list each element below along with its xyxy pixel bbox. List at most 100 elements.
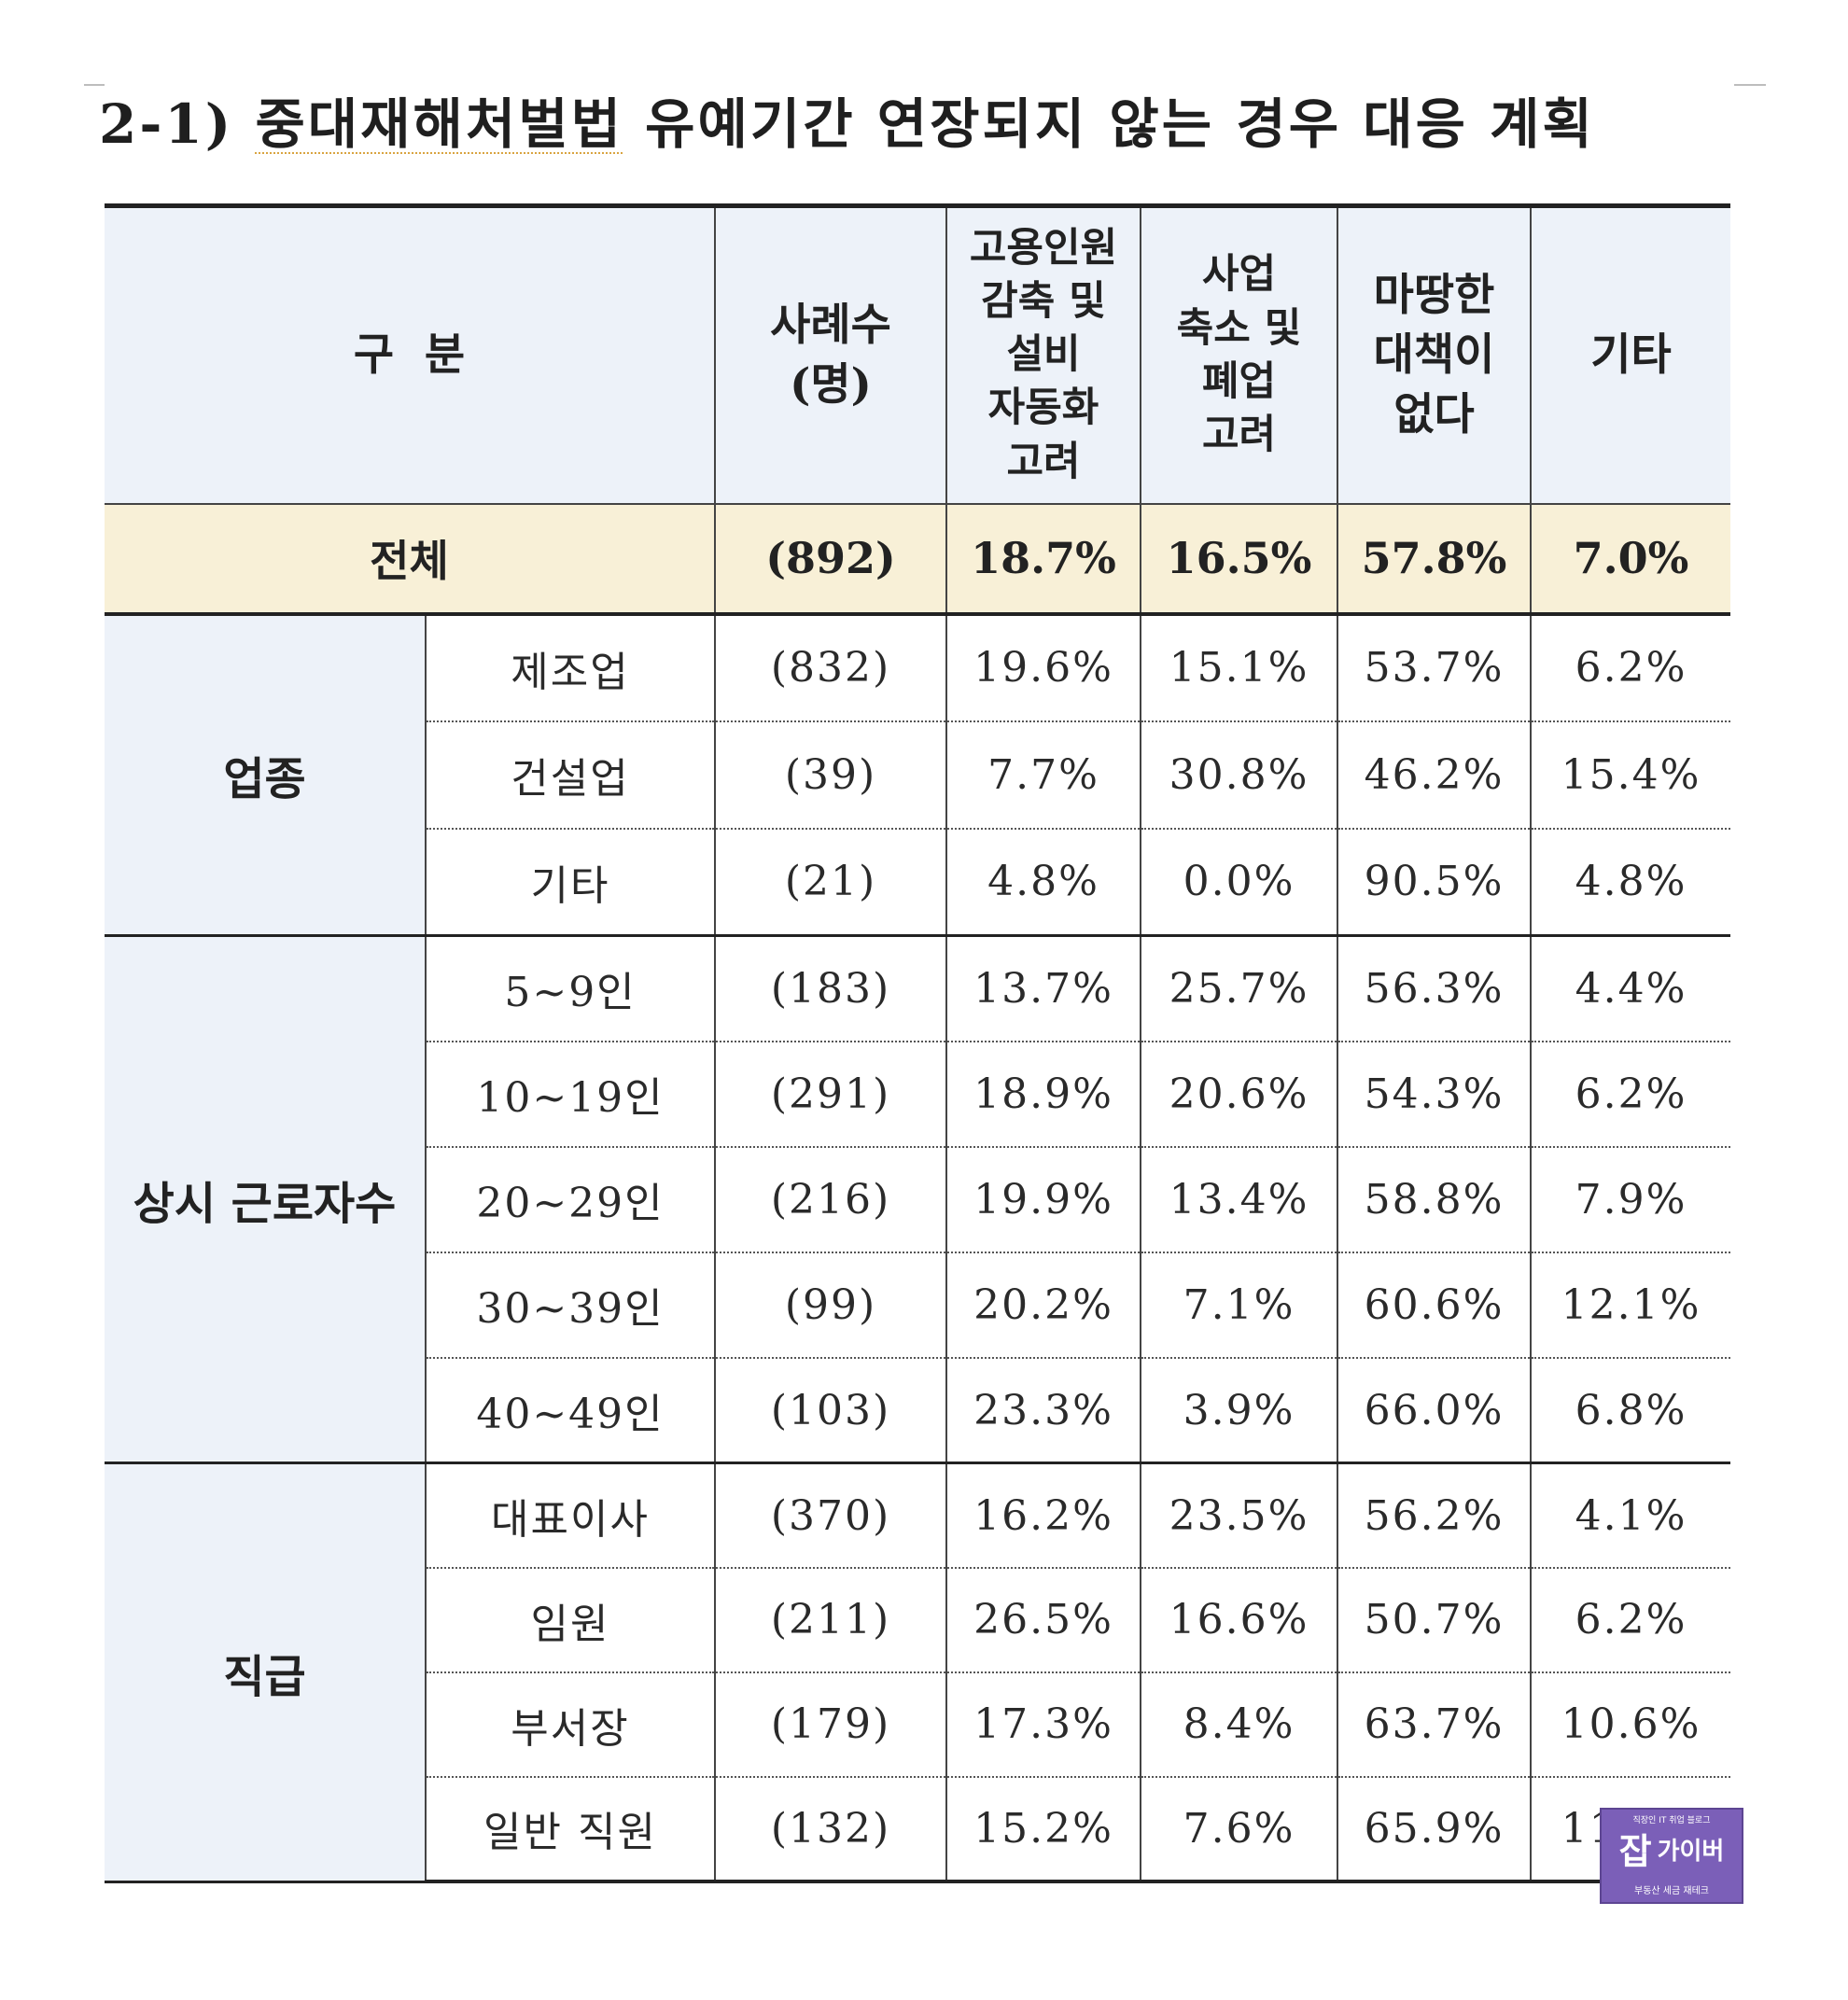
cell-cases: (132) [714, 1776, 946, 1884]
cell-downsize: 3.9% [1140, 1357, 1337, 1465]
cell-downsize: 0.0% [1140, 828, 1337, 938]
cell-no-plan: 46.2% [1337, 720, 1531, 830]
cell-no-plan: 53.7% [1337, 613, 1531, 722]
watermark-logo-text: 가이버 [1657, 1838, 1725, 1866]
table-row: 임원 (211) 26.5% 16.6% 50.7% 6.2% [105, 1567, 1730, 1673]
row-label: 대표이사 [425, 1462, 715, 1569]
cell-automation: 23.3% [945, 1357, 1141, 1465]
cell-downsize: 25.7% [1140, 935, 1337, 1042]
group-label-position: 직급 [105, 1462, 427, 1883]
cell-downsize: 16.6% [1140, 1567, 1337, 1673]
survey-table: 구 분 사례수 (명) 고용인원 감축 및 설비 자동화 고려 사업 축소 및 폐업 고려 마땅… [105, 203, 1730, 1884]
cell-automation: 7.7% [945, 720, 1141, 830]
cell-cases: (211) [714, 1567, 946, 1673]
cell-downsize: 23.5% [1140, 1462, 1337, 1569]
total-row: 전체 (892) 18.7% 16.5% 57.8% 7.0% [105, 503, 1730, 616]
blog-watermark-logo: 직장인 IT 취업 블로그 잡 가이버 부동산 세금 재테크 [1600, 1808, 1743, 1904]
header-cases: 사례수 (명) [714, 203, 946, 505]
cell-no-plan: 56.3% [1337, 935, 1531, 1042]
cell-other: 10.6% [1530, 1671, 1730, 1778]
table-row: 건설업 (39) 7.7% 30.8% 46.2% 15.4% [105, 720, 1730, 830]
cell-cases: (103) [714, 1357, 946, 1465]
cell-automation: 19.6% [945, 613, 1141, 722]
row-label: 일반 직원 [425, 1776, 715, 1884]
cell-no-plan: 58.8% [1337, 1146, 1531, 1253]
cell-no-plan: 65.9% [1337, 1776, 1531, 1884]
row-label: 20~29인 [425, 1146, 715, 1253]
cell-downsize: 7.6% [1140, 1776, 1337, 1884]
row-label: 40~49인 [425, 1357, 715, 1465]
cell-no-plan: 66.0% [1337, 1357, 1531, 1465]
header-other: 기타 [1530, 203, 1730, 505]
total-automation: 18.7% [945, 503, 1141, 616]
header-category: 구 분 [105, 203, 715, 505]
cell-downsize: 7.1% [1140, 1252, 1337, 1359]
row-label: 부서장 [425, 1671, 715, 1778]
total-other: 7.0% [1530, 503, 1730, 616]
corner-mark-right [1734, 84, 1766, 86]
row-label: 기타 [425, 828, 715, 938]
cell-downsize: 13.4% [1140, 1146, 1337, 1253]
table-row: 업종 제조업 (832) 19.6% 15.1% 53.7% 6.2% [105, 613, 1730, 938]
watermark-subtitle: 부동산 세금 재테크 [1634, 1886, 1709, 1896]
total-cases: (892) [714, 503, 946, 616]
cell-cases: (179) [714, 1671, 946, 1778]
row-label: 제조업 [425, 613, 715, 722]
cell-no-plan: 90.5% [1337, 828, 1531, 938]
cell-automation: 15.2% [945, 1776, 1141, 1884]
row-label: 10~19인 [425, 1041, 715, 1148]
cell-cases: (21) [714, 828, 946, 938]
watermark-logo: 잡 가이버 [1609, 1830, 1734, 1873]
cell-no-plan: 50.7% [1337, 1567, 1531, 1673]
table-row: 20~29인 (216) 19.9% 13.4% 58.8% 7.9% [105, 1146, 1730, 1253]
cell-automation: 16.2% [945, 1462, 1141, 1569]
total-downsize: 16.5% [1140, 503, 1337, 616]
watermark-logo-mark: 잡 [1618, 1831, 1652, 1872]
cell-cases: (370) [714, 1462, 946, 1569]
table-row: 직급 대표이사 (370) 16.2% 23.5% 56.2% 4.1% [105, 1462, 1730, 1883]
header-no-plan: 마땅한 대책이 없다 [1337, 203, 1531, 505]
cell-automation: 26.5% [945, 1567, 1141, 1673]
cell-downsize: 15.1% [1140, 613, 1337, 722]
header-downsize: 사업 축소 및 폐업 고려 [1140, 203, 1337, 505]
cell-cases: (291) [714, 1041, 946, 1148]
cell-other: 6.2% [1530, 613, 1730, 722]
row-label: 30~39인 [425, 1252, 715, 1359]
row-label: 5~9인 [425, 935, 715, 1042]
total-label: 전체 [105, 503, 715, 616]
cell-cases: (183) [714, 935, 946, 1042]
title-law-name: 중대재해처벌법 [255, 92, 623, 156]
cell-cases: (99) [714, 1252, 946, 1359]
table-row: 10~19인 (291) 18.9% 20.6% 54.3% 6.2% [105, 1041, 1730, 1148]
cell-other: 6.2% [1530, 1567, 1730, 1673]
cell-cases: (216) [714, 1146, 946, 1253]
cell-other: 4.4% [1530, 935, 1730, 1042]
cell-automation: 18.9% [945, 1041, 1141, 1148]
cell-no-plan: 54.3% [1337, 1041, 1531, 1148]
cell-automation: 4.8% [945, 828, 1141, 938]
cell-cases: (39) [714, 720, 946, 830]
cell-other: 15.4% [1530, 720, 1730, 830]
watermark-tagline: 직장인 IT 취업 블로그 [1632, 1816, 1711, 1825]
table-row: 부서장 (179) 17.3% 8.4% 63.7% 10.6% [105, 1671, 1730, 1778]
cell-other: 6.2% [1530, 1041, 1730, 1148]
cell-other: 4.1% [1530, 1462, 1730, 1569]
cell-no-plan: 63.7% [1337, 1671, 1531, 1778]
cell-downsize: 8.4% [1140, 1671, 1337, 1778]
row-label: 임원 [425, 1567, 715, 1673]
table-row: 30~39인 (99) 20.2% 7.1% 60.6% 12.1% [105, 1252, 1730, 1359]
group-label-employees: 상시 근로자수 [105, 935, 427, 1465]
header-row: 구 분 사례수 (명) 고용인원 감축 및 설비 자동화 고려 사업 축소 및 폐업 고려 마땅… [105, 203, 1730, 505]
cell-other: 4.8% [1530, 828, 1730, 938]
table-row: 상시 근로자수 5~9인 (183) 13.7% 25.7% 56.3% 4.4… [105, 935, 1730, 1465]
title-rest: 유예기간 연장되지 않는 경우 대응 계획 [645, 92, 1595, 156]
cell-other: 7.9% [1530, 1146, 1730, 1253]
header-automation: 고용인원 감축 및 설비 자동화 고려 [945, 203, 1141, 505]
cell-automation: 13.7% [945, 935, 1141, 1042]
group-label-industry: 업종 [105, 613, 427, 938]
title-prefix: 2-1) [99, 92, 234, 156]
table-row: 일반 직원 (132) 15.2% 7.6% 65.9% 11.4% [105, 1776, 1730, 1884]
cell-no-plan: 56.2% [1337, 1462, 1531, 1569]
cell-downsize: 20.6% [1140, 1041, 1337, 1148]
cell-downsize: 30.8% [1140, 720, 1337, 830]
